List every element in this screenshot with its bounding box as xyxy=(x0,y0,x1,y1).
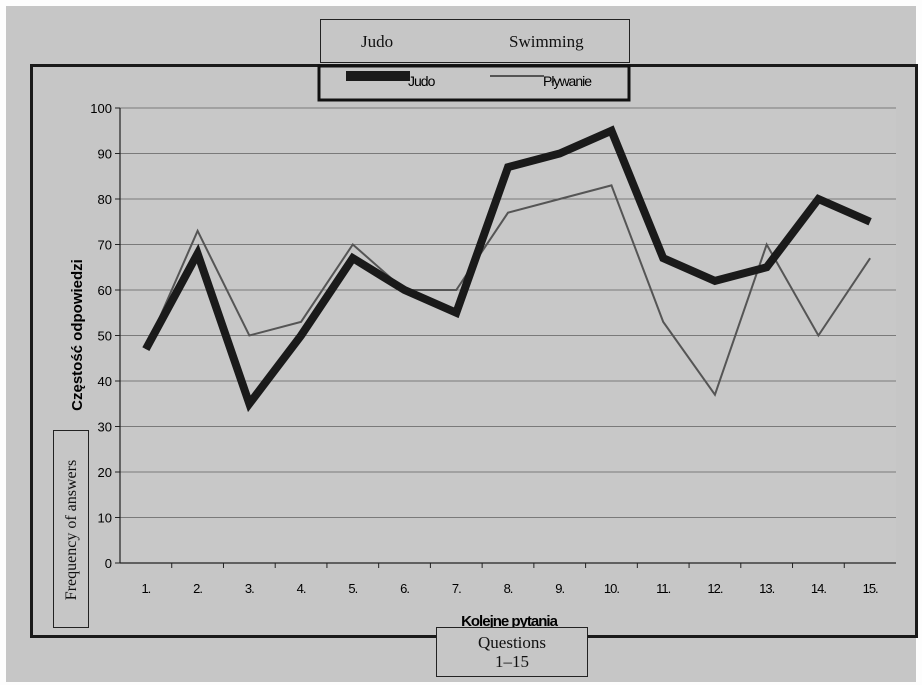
x-tick-label: 11. xyxy=(656,581,670,596)
x-tick-label: 6. xyxy=(400,581,409,596)
y-tick-label: 60 xyxy=(98,283,112,298)
y-tick-label: 10 xyxy=(98,511,112,526)
x-tick-label: 13. xyxy=(759,581,774,596)
x-tick-label: 9. xyxy=(555,581,564,596)
x-tick-label: 10. xyxy=(604,581,619,596)
x-tick-label: 7. xyxy=(452,581,461,596)
y-tick-label: 90 xyxy=(98,147,112,162)
y-tick-label: 20 xyxy=(98,465,112,480)
y-axis-title: Częstość odpowiedzi xyxy=(69,259,86,411)
y-tick-label: 80 xyxy=(98,192,112,207)
judo-translation: Judo xyxy=(361,32,394,51)
x-translation-line1: Questions xyxy=(478,633,546,652)
x-tick-label: 3. xyxy=(245,581,254,596)
y-tick-label: 40 xyxy=(98,374,112,389)
y-tick-label: 70 xyxy=(98,238,112,253)
x-tick-label: 14. xyxy=(811,581,826,596)
x-translation-box: Questions 1–15 xyxy=(436,627,588,677)
y-tick-label: 100 xyxy=(90,101,112,116)
x-tick-label: 5. xyxy=(348,581,357,596)
x-tick-label: 15. xyxy=(863,581,878,596)
legend-plywanie-label: Pływanie xyxy=(543,73,592,89)
series-line-plywanie xyxy=(144,184,871,397)
legend-translation-box: Judo Swimming xyxy=(320,19,630,63)
y-tick-label: 30 xyxy=(98,420,112,435)
series-line-judo xyxy=(142,125,872,413)
x-translation-line2: 1–15 xyxy=(495,652,529,671)
x-axis-title: Kolejne pytania xyxy=(461,613,559,630)
y-tick-label: 0 xyxy=(105,556,112,571)
y-tick-label: 50 xyxy=(98,329,112,344)
y-axis-translation: Frequency of answers xyxy=(63,459,80,601)
x-tick-label: 8. xyxy=(504,581,513,596)
swimming-translation: Swimming xyxy=(509,32,584,51)
x-tick-label: 1. xyxy=(141,581,150,596)
y-translation-box: Frequency of answers xyxy=(53,430,89,628)
legend-judo-label: Judo xyxy=(408,73,436,89)
x-tick-label: 12. xyxy=(707,581,722,596)
x-tick-label: 2. xyxy=(193,581,202,596)
x-tick-label: 4. xyxy=(297,581,306,596)
